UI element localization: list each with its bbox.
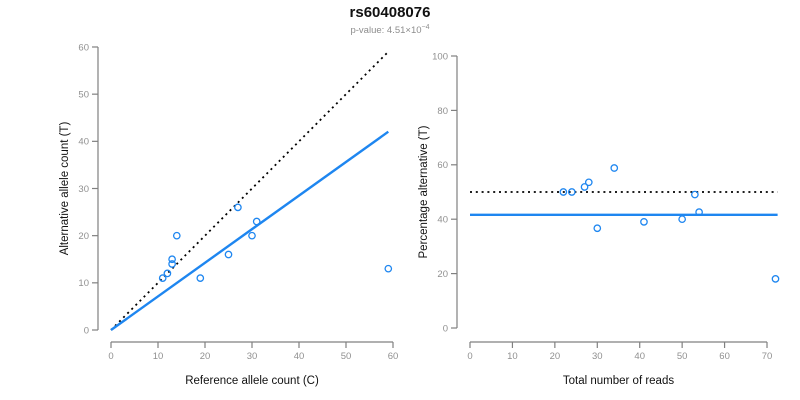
x-tick-label: 60 bbox=[719, 351, 730, 362]
x-tick-label: 50 bbox=[341, 351, 352, 362]
data-point bbox=[695, 208, 703, 217]
data-point bbox=[163, 269, 172, 278]
data-point bbox=[610, 164, 619, 172]
x-tick-label: 20 bbox=[200, 351, 211, 362]
x-tick-label: 40 bbox=[634, 351, 645, 362]
y-tick-label: 40 bbox=[78, 137, 89, 148]
identity-line bbox=[110, 51, 389, 331]
data-point bbox=[559, 188, 568, 196]
data-point bbox=[593, 224, 602, 233]
x-tick-label: 50 bbox=[677, 351, 688, 362]
data-point bbox=[640, 218, 648, 226]
data-point bbox=[580, 183, 589, 191]
x-tick-label: 10 bbox=[153, 351, 164, 362]
p-value-text: p-value: 4.51×10 bbox=[350, 25, 422, 36]
fit-line bbox=[110, 130, 389, 331]
y-tick-label: 80 bbox=[437, 106, 448, 117]
data-point bbox=[567, 188, 576, 196]
data-point bbox=[771, 275, 780, 283]
figure-header: rs60408076 p-value: 4.51×10−4 bbox=[0, 4, 780, 36]
y-axis-label-percentage-alternative: Percentage alternative (T) bbox=[418, 125, 430, 258]
x-tick-label: 40 bbox=[294, 351, 305, 362]
data-point bbox=[158, 274, 167, 282]
y-tick-label: 100 bbox=[432, 51, 448, 62]
x-tick-label: 30 bbox=[247, 351, 258, 362]
chart-title: rs60408076 bbox=[349, 4, 431, 21]
p-value-label: p-value: 4.51×10−4 bbox=[0, 24, 780, 36]
x-axis-label-percentage-alternative: Total number of reads bbox=[563, 375, 674, 387]
data-point bbox=[224, 250, 233, 259]
y-tick-label: 60 bbox=[437, 160, 448, 171]
y-axis-label-allele-counts: Alternative allele count (T) bbox=[59, 122, 71, 256]
y-tick-label: 0 bbox=[84, 325, 89, 336]
x-tick-label: 0 bbox=[108, 351, 113, 362]
x-axis-label-allele-counts: Reference allele count (C) bbox=[185, 375, 319, 387]
x-tick-label: 30 bbox=[592, 351, 603, 362]
data-point bbox=[168, 255, 176, 264]
y-tick-label: 30 bbox=[78, 184, 89, 195]
y-tick-label: 40 bbox=[437, 215, 448, 226]
x-tick-label: 10 bbox=[507, 351, 518, 362]
y-tick-label: 20 bbox=[78, 231, 89, 242]
y-tick-label: 10 bbox=[78, 278, 89, 289]
data-point bbox=[691, 190, 699, 199]
data-point bbox=[678, 215, 686, 224]
y-tick-label: 60 bbox=[78, 42, 89, 53]
p-value-exponent: −4 bbox=[421, 24, 430, 31]
data-point bbox=[172, 231, 181, 240]
data-point bbox=[168, 260, 176, 268]
data-point bbox=[196, 274, 205, 282]
x-tick-label: 60 bbox=[388, 351, 399, 362]
data-point bbox=[234, 203, 242, 212]
y-tick-label: 20 bbox=[437, 269, 448, 280]
y-tick-label: 50 bbox=[78, 90, 89, 101]
data-point bbox=[584, 178, 593, 187]
data-point bbox=[252, 217, 261, 226]
x-tick-label: 0 bbox=[467, 351, 472, 362]
x-tick-label: 20 bbox=[550, 351, 561, 362]
y-tick-label: 0 bbox=[443, 323, 448, 334]
data-point bbox=[384, 264, 393, 273]
x-tick-label: 70 bbox=[762, 351, 773, 362]
data-point bbox=[248, 231, 256, 240]
